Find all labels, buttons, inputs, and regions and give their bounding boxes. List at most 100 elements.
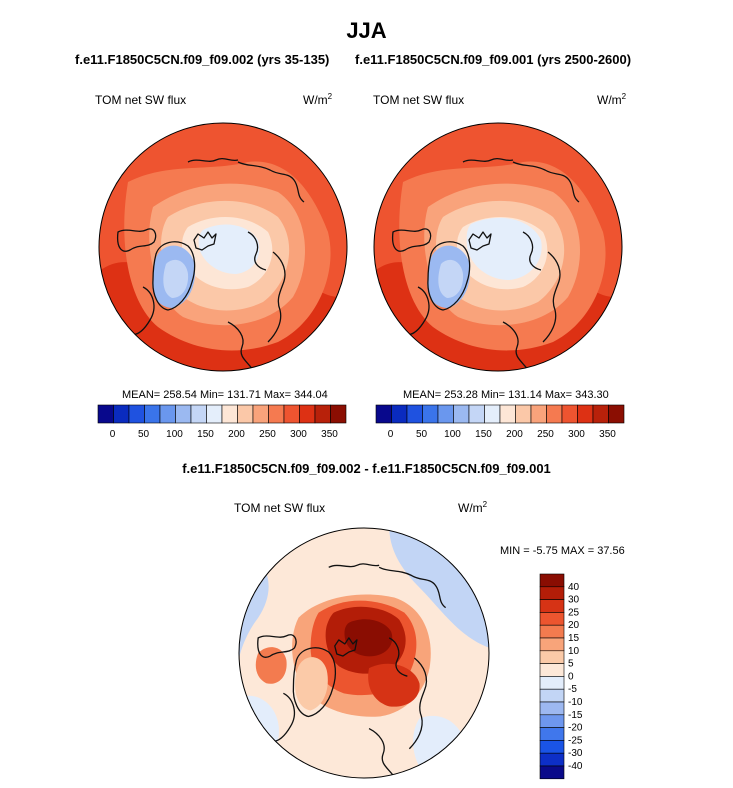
coast-siberia [378,566,447,609]
colorbar-box [484,404,501,424]
field-arctic-ice [466,217,542,280]
colorbar-box [539,714,565,728]
colorbar-box [577,404,594,424]
coast-novaya-zemlya [247,231,267,271]
colorbar-tick-label: 40 [568,582,580,593]
colorbar-box [539,599,565,613]
colorbar-tick-label: 200 [506,429,523,440]
map-frame [373,122,623,372]
coast-europe [502,321,529,371]
colorbar-box [175,404,192,424]
stats-diff: MIN = -5.75 MAX = 37.56 [500,545,625,557]
colorbar-left: 0 50 100 150 200 250 300 350 [97,404,347,440]
colorbar-box [375,404,392,424]
variable-label-left: TOM net SW flux [95,93,187,107]
colorbar-tick-label: -15 [568,710,583,721]
map-frame [238,527,490,779]
colorbar-box [422,404,439,424]
coast-arctic-islands [193,231,217,251]
colorbar-tick-label: 15 [568,633,580,644]
colorbar-tick-label: 200 [228,429,245,440]
colorbar-box [539,752,565,767]
colorbar-tick-label: -20 [568,723,583,734]
colorbar-tick-label: 300 [290,429,307,440]
units-exponent: 2 [482,500,488,509]
colorbar-right: 0 50 100 150 200 250 300 350 [375,404,625,440]
field-greenland-core [438,259,464,298]
units-exponent: 2 [621,92,627,101]
colorbar-tick-label: 50 [416,429,428,440]
colorbar-tick-label: -10 [568,697,583,708]
coast-baffin [257,634,297,658]
colorbar-box [97,404,114,424]
colorbar-tick-label: 100 [166,429,183,440]
coast-scandinavia [408,657,428,750]
colorbar-tick-label: 5 [568,659,574,670]
colorbar-tick-label: -5 [568,684,577,695]
colorbar-box [539,740,565,754]
colorbar-box [530,404,547,424]
case-label-right: f.e11.F1850C5CN.f09_f09.001 (yrs 2500-26… [355,52,632,67]
colorbar-box [299,404,316,424]
colorbar-tick-label: 250 [259,429,276,440]
colorbar-box [206,404,223,424]
colorbar-box [268,404,285,424]
colorbar-tick-label: 0 [388,429,394,440]
polar-map-left [98,122,348,372]
colorbar-box [190,404,207,424]
colorbar-tick-label: -40 [568,761,583,772]
colorbar-tick-label: 100 [444,429,461,440]
colorbar-tick-label: 25 [568,607,580,618]
colorbar-box [539,663,565,677]
coast-siberia [237,161,305,203]
colorbar-box [237,404,254,424]
units-text: W/m [303,93,328,107]
colorbar-box [113,404,130,424]
coast-greenland [292,647,337,718]
field-greenland-core [163,259,189,298]
units-label-right: W/m2 [597,92,627,108]
map-frame [98,122,348,372]
colorbar-tick-label: 300 [568,429,585,440]
colorbar-box [539,676,565,690]
colorbar-tick-label: 350 [599,429,616,440]
colorbar-box [592,404,609,424]
colorbar-box [468,404,485,424]
figure-title: JJA [346,18,387,43]
coast-baffin [116,228,157,252]
coast-arctic-islands [334,637,358,657]
colorbar-tick-label: 250 [537,429,554,440]
units-exponent: 2 [327,92,333,101]
colorbar-tick-label: 20 [568,620,580,631]
colorbar-box [391,404,408,424]
colorbar-box [546,404,563,424]
colorbar-box [539,637,565,652]
colorbar-box [539,727,565,741]
colorbar-tick-label: 350 [321,429,338,440]
colorbar-box [608,404,625,424]
units-label-left: W/m2 [303,92,333,108]
colorbar-box [406,404,423,424]
colorbar-box [539,688,565,703]
stats-right: MEAN= 253.28 Min= 131.14 Max= 343.30 [403,389,609,401]
colorbar-tick-label: 150 [475,429,492,440]
coast-greenland [152,241,196,311]
coast-alaska-north [187,157,239,163]
colorbar-box [252,404,269,424]
colorbar-tick-label: 30 [568,595,580,606]
units-text: W/m [597,93,622,107]
colorbar-tick-label: -30 [568,748,583,759]
colorbar-tick-label: 10 [568,646,580,657]
colorbar-box [128,404,145,424]
coast-scandinavia [542,251,561,343]
colorbar-box [539,624,565,639]
coast-novaya-zemlya [522,231,542,271]
coast-europe [227,321,254,371]
coast-europe [368,728,395,778]
colorbar-box [159,404,176,424]
field-negative-northeast [389,528,489,648]
polar-map-diff [238,527,490,779]
field-positive-east-spur [368,663,420,707]
colorbar-box [539,701,565,716]
